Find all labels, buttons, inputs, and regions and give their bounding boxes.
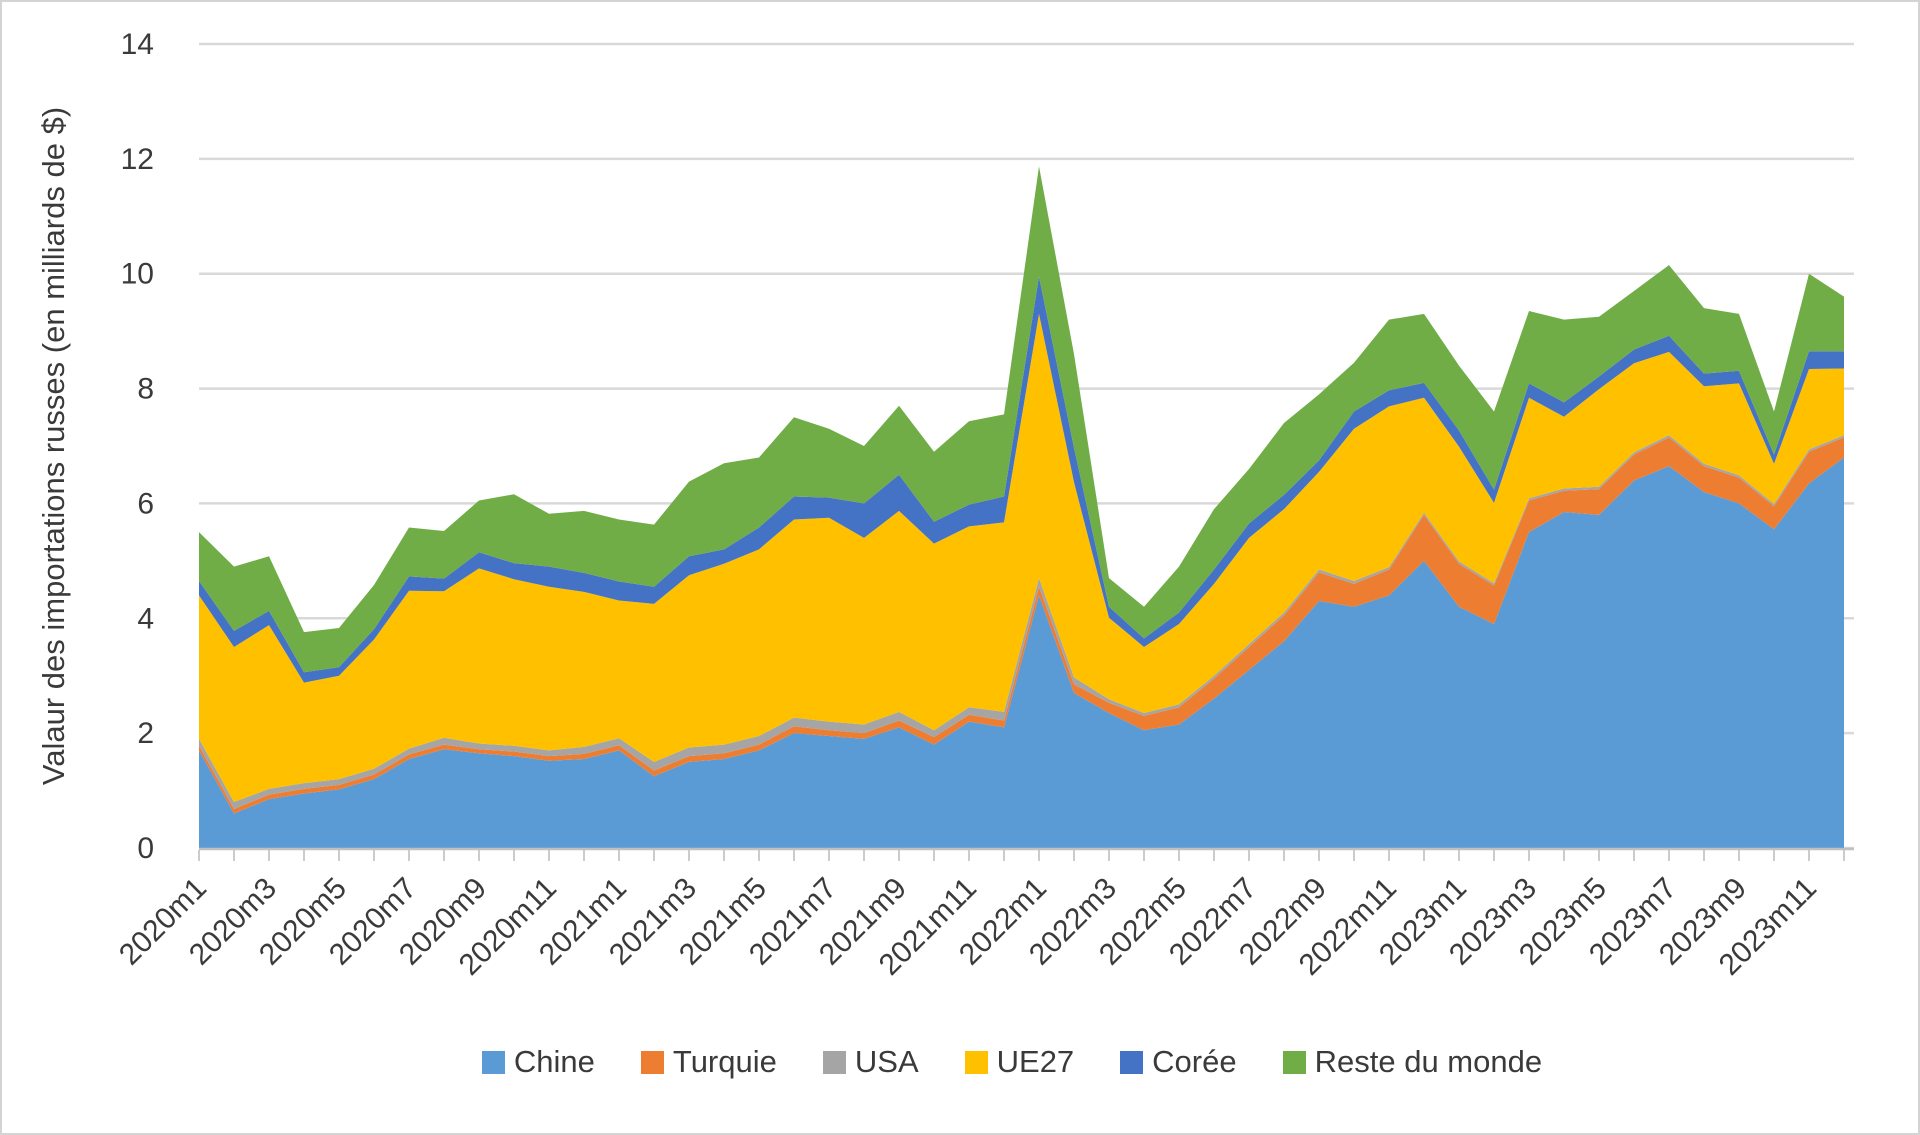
- area-corée: [199, 276, 1844, 683]
- area-reste-du-monde: [199, 166, 1844, 673]
- y-tick-label-12: 12: [121, 143, 154, 176]
- area-series: [199, 166, 1844, 848]
- y-tick-label-10: 10: [121, 258, 154, 291]
- legend-item-ue27: UE27: [964, 1044, 1075, 1080]
- area-turquie: [199, 437, 1844, 814]
- legend-label: Turquie: [672, 1044, 777, 1079]
- y-tick-label-0: 0: [137, 832, 154, 865]
- chart-legend: Chine Turquie USA UE27 Corée Reste du monde: [162, 1044, 1862, 1080]
- axes: [198, 847, 1854, 861]
- legend-swatch-icon: [1120, 1050, 1144, 1074]
- legend-item-reste-du-monde: Reste du monde: [1282, 1044, 1543, 1080]
- x-axis-tick-labels: 2020m12020m32020m52020m72020m92020m11202…: [113, 872, 1823, 982]
- legend-item-turquie: Turquie: [640, 1044, 777, 1080]
- legend-item-usa: USA: [822, 1044, 919, 1080]
- legend-item-chine: Chine: [481, 1044, 595, 1080]
- legend-label: USA: [854, 1044, 919, 1079]
- y-axis-title: Valaur des importations russes (en milli…: [36, 107, 71, 785]
- legend-label: Reste du monde: [1314, 1044, 1543, 1079]
- y-tick-label-14: 14: [121, 28, 154, 61]
- y-tick-label-8: 8: [137, 373, 154, 406]
- area-chine: [199, 457, 1844, 848]
- legend-swatch-icon: [640, 1050, 664, 1074]
- legend-swatch-icon: [822, 1050, 846, 1074]
- legend-label: Chine: [513, 1044, 595, 1079]
- legend-item-corée: Corée: [1120, 1044, 1237, 1080]
- legend-label: UE27: [996, 1044, 1075, 1079]
- y-tick-label-4: 4: [137, 602, 154, 635]
- legend-label: Corée: [1152, 1044, 1237, 1079]
- legend-swatch-icon: [1282, 1050, 1306, 1074]
- y-axis-tick-labels: 0 2 4 6 8 10 12 14: [121, 28, 154, 865]
- y-tick-label-6: 6: [137, 487, 154, 520]
- legend-swatch-icon: [481, 1050, 505, 1074]
- y-tick-label-2: 2: [137, 717, 154, 750]
- area-ue27: [199, 313, 1844, 803]
- legend-swatch-icon: [964, 1050, 988, 1074]
